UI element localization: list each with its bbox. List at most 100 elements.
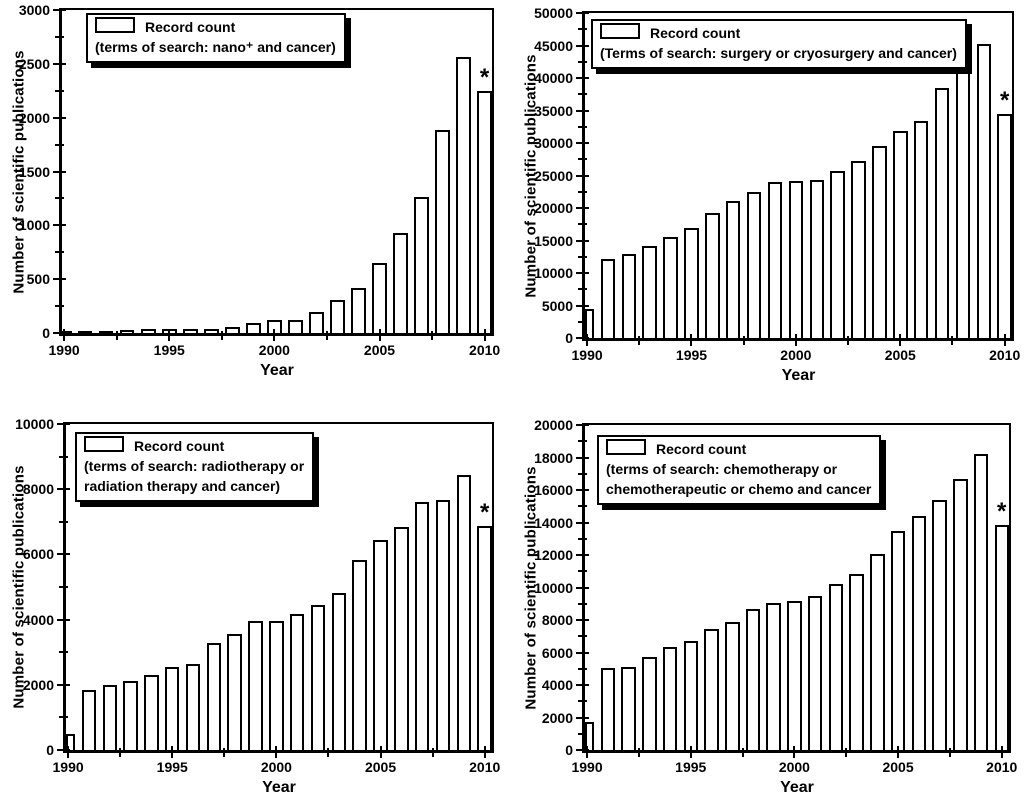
y-major-tick bbox=[57, 553, 70, 556]
bar-1990 bbox=[585, 722, 595, 750]
bar-1998 bbox=[227, 633, 242, 750]
bar-2010 bbox=[994, 524, 1009, 750]
bar-2007 bbox=[934, 88, 950, 338]
y-tick-label: 5000 bbox=[541, 297, 573, 314]
y-tick-label: 1000 bbox=[18, 217, 50, 234]
y-tick-label: 30000 bbox=[534, 135, 573, 151]
bar-1996 bbox=[182, 328, 198, 333]
bar-1997 bbox=[203, 328, 219, 333]
y-tick-label: 50000 bbox=[534, 5, 573, 21]
y-major-tick bbox=[576, 651, 589, 654]
y-minor-tick bbox=[59, 455, 68, 458]
y-major-tick bbox=[53, 278, 66, 281]
bar-1993 bbox=[642, 245, 657, 338]
x-major-tick bbox=[793, 746, 796, 758]
y-tick-label: 18000 bbox=[534, 449, 573, 466]
bar-2009 bbox=[456, 57, 471, 333]
x-minor-tick bbox=[637, 748, 640, 757]
bar-2006 bbox=[394, 526, 409, 750]
bar-1998 bbox=[746, 191, 762, 339]
y-major-tick bbox=[576, 174, 589, 177]
bar-1994 bbox=[140, 329, 156, 333]
y-major-tick bbox=[576, 424, 589, 426]
bar-1993 bbox=[119, 330, 135, 333]
bar-2000 bbox=[267, 320, 282, 333]
bar-2003 bbox=[330, 299, 345, 333]
bar-2007 bbox=[414, 196, 429, 333]
legend-entry: Record count bbox=[84, 436, 304, 456]
legend-entry: Record count bbox=[600, 23, 957, 43]
bar-2000 bbox=[269, 621, 284, 750]
y-tick-label: 10000 bbox=[15, 416, 54, 432]
incomplete-year-asterisk: * bbox=[1000, 86, 1010, 114]
y-minor-tick bbox=[578, 667, 587, 670]
y-minor-tick bbox=[578, 505, 587, 508]
chart-panel-surgery-cancer: Number of scientific publications Year R… bbox=[512, 0, 1024, 402]
y-tick-label: 0 bbox=[565, 742, 573, 758]
bar-1994 bbox=[662, 646, 678, 750]
y-major-tick bbox=[576, 521, 589, 524]
bar-1995 bbox=[164, 666, 180, 750]
bar-1996 bbox=[185, 663, 201, 750]
x-major-tick bbox=[897, 746, 900, 758]
x-major-tick bbox=[378, 329, 381, 341]
y-minor-tick bbox=[55, 251, 64, 254]
y-major-tick bbox=[576, 554, 589, 556]
bar-2005 bbox=[372, 263, 387, 333]
y-tick-label: 1500 bbox=[18, 163, 50, 180]
x-major-tick bbox=[899, 334, 902, 346]
bar-1997 bbox=[725, 621, 740, 750]
bar-2009 bbox=[973, 454, 989, 751]
x-major-tick bbox=[1000, 746, 1003, 758]
bar-2008 bbox=[953, 478, 968, 750]
y-major-tick bbox=[53, 170, 66, 173]
bar-1991 bbox=[77, 331, 93, 333]
x-tick-label: 2005 bbox=[884, 347, 916, 363]
x-major-tick bbox=[689, 746, 692, 758]
x-axis-title: Year bbox=[262, 779, 296, 796]
x-minor-tick bbox=[741, 748, 744, 757]
y-tick-label: 3000 bbox=[18, 2, 50, 18]
y-tick-label: 14000 bbox=[534, 514, 573, 531]
y-tick-label: 20000 bbox=[534, 417, 573, 433]
x-major-tick bbox=[168, 329, 171, 341]
y-minor-tick bbox=[578, 570, 587, 573]
bar-2001 bbox=[288, 319, 303, 333]
x-major-tick bbox=[1003, 334, 1006, 346]
y-tick-label: 2000 bbox=[18, 109, 50, 126]
legend-bar-swatch-icon bbox=[606, 439, 646, 455]
x-major-tick bbox=[794, 334, 797, 346]
y-major-tick bbox=[576, 77, 589, 79]
y-major-tick bbox=[576, 586, 589, 589]
legend: Record count (terms of search: nano⁺ and … bbox=[86, 13, 346, 63]
bar-2002 bbox=[310, 604, 326, 750]
y-minor-tick bbox=[578, 440, 587, 443]
chart-panel-nano-cancer: Number of scientific publications Year R… bbox=[0, 0, 512, 402]
bar-2000 bbox=[788, 180, 804, 338]
bar-1995 bbox=[683, 641, 698, 750]
legend-search-terms-line: chemotherapeutic or chemo and cancer bbox=[606, 481, 872, 497]
y-tick-label: 15000 bbox=[534, 232, 573, 249]
bar-1996 bbox=[704, 628, 719, 750]
x-minor-tick bbox=[327, 748, 330, 757]
x-major-tick bbox=[63, 329, 66, 341]
legend-bar-swatch-icon bbox=[84, 436, 124, 452]
bar-2009 bbox=[456, 474, 472, 750]
y-minor-tick bbox=[59, 651, 68, 654]
bar-2002 bbox=[309, 311, 324, 333]
x-tick-label: 2005 bbox=[363, 342, 396, 358]
x-tick-label: 1990 bbox=[52, 759, 84, 775]
bar-1991 bbox=[600, 667, 616, 750]
y-major-tick bbox=[53, 224, 66, 227]
bar-2010 bbox=[477, 91, 492, 333]
bar-2009 bbox=[976, 43, 992, 338]
bar-2007 bbox=[414, 501, 430, 750]
y-minor-tick bbox=[578, 255, 587, 258]
y-tick-label: 2000 bbox=[22, 676, 54, 693]
y-tick-label: 8000 bbox=[541, 612, 573, 628]
bar-1995 bbox=[684, 227, 699, 338]
y-major-tick bbox=[576, 684, 589, 686]
incomplete-year-asterisk: * bbox=[480, 499, 490, 527]
bar-1991 bbox=[600, 259, 616, 338]
bar-2004 bbox=[352, 559, 367, 750]
